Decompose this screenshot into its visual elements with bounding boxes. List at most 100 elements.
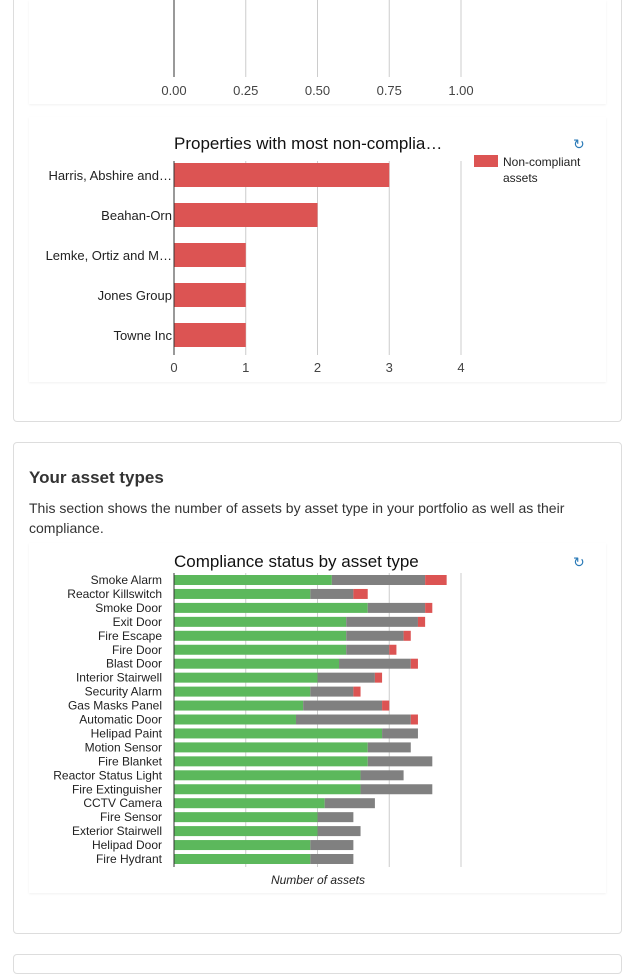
bar-segment — [346, 630, 404, 641]
x-tick-label: 0.00 — [161, 83, 186, 98]
category-label: Helipad Door — [92, 838, 162, 852]
category-label: Fire Hydrant — [96, 852, 163, 866]
category-label: Blast Door — [106, 657, 162, 671]
x-tick-label: 0 — [170, 360, 177, 375]
bar-segment — [174, 798, 325, 809]
section-title: Your asset types — [29, 468, 164, 487]
bar-segment — [174, 812, 318, 823]
bar-segment — [367, 756, 433, 767]
x-tick-label: 1 — [242, 360, 249, 375]
bar-segment — [174, 575, 332, 585]
bar-segment — [174, 700, 304, 711]
bar-segment — [174, 770, 361, 781]
bar-segment — [174, 644, 347, 655]
bar-segment — [360, 784, 433, 795]
properties-noncompliance-chart: 0 1 2 3 4 Properties with most non-complia…Ha… — [46, 134, 465, 375]
bar-segment — [295, 714, 411, 725]
chart-title: Compliance status by asset type — [174, 552, 419, 571]
category-label: Fire Blanket — [98, 754, 163, 768]
bar-segment — [382, 728, 418, 739]
bar-segment — [324, 798, 375, 809]
category-label: Fire Sensor — [100, 810, 162, 824]
chart-title: Properties with most non-complia… — [174, 134, 442, 153]
category-label: Fire Door — [112, 643, 162, 657]
category-label: Smoke Alarm — [91, 573, 162, 587]
bar-segment — [310, 840, 354, 851]
bar-segment — [303, 700, 383, 711]
bar-segment — [174, 728, 383, 739]
category-label: Reactor Killswitch — [67, 587, 162, 601]
bar-segment — [317, 812, 354, 823]
bar-segment — [174, 714, 296, 725]
next-panel — [13, 954, 622, 974]
bar-segment — [174, 630, 347, 641]
bar-segment — [360, 770, 404, 781]
refresh-icon[interactable]: ↻ — [573, 554, 585, 570]
bar-segment — [389, 644, 397, 655]
bar-segment — [310, 588, 354, 599]
bar-segment — [174, 742, 368, 753]
category-label: Gas Masks Panel — [68, 699, 162, 713]
bar-segment — [174, 588, 311, 599]
category-label: Exit Door — [113, 615, 162, 629]
bar-segment — [174, 602, 368, 613]
category-label: Helipad Paint — [91, 726, 163, 740]
category-label: Smoke Door — [95, 601, 162, 615]
top-chart: 0.00 0.25 0.50 0.75 1.00 — [161, 0, 474, 98]
category-label: Fire Extinguisher — [72, 782, 162, 796]
bar-segment — [310, 854, 354, 864]
bar — [174, 163, 390, 187]
legend-swatch-non-compliant — [474, 155, 498, 167]
category-label: Interior Stairwell — [76, 671, 162, 685]
bar-segment — [174, 826, 318, 837]
legend-label-non-compliant: Non-compliant assets — [503, 155, 581, 185]
bar-segment — [374, 672, 383, 683]
bar — [174, 323, 246, 347]
bar-segment — [425, 602, 433, 613]
section-description: This section shows the number of assets … — [29, 500, 565, 536]
x-tick-label: 3 — [386, 360, 393, 375]
bar-segment — [317, 826, 361, 837]
bar — [174, 283, 246, 307]
bar-segment — [331, 575, 426, 585]
category-label: Beahan-Orn — [101, 208, 172, 223]
category-label: Reactor Status Light — [53, 768, 162, 782]
category-label: Fire Escape — [98, 629, 162, 643]
x-tick-label: 0.25 — [233, 83, 258, 98]
bar-segment — [367, 742, 411, 753]
bar-segment — [353, 686, 361, 697]
bar-segment — [174, 840, 311, 851]
bar-segment — [417, 616, 426, 627]
category-label: Lemke, Ortiz and M… — [46, 248, 172, 263]
x-tick-label: 4 — [457, 360, 464, 375]
x-tick-label: 0.75 — [377, 83, 402, 98]
bar-segment — [403, 630, 411, 641]
x-tick-label: 2 — [314, 360, 321, 375]
category-label: Jones Group — [98, 288, 172, 303]
bar-segment — [174, 784, 361, 795]
bar-segment — [174, 756, 368, 767]
refresh-icon[interactable]: ↻ — [573, 136, 585, 152]
bar-segment — [317, 672, 375, 683]
bar-segment — [174, 686, 311, 697]
category-label: Motion Sensor — [85, 740, 162, 754]
bar-segment — [339, 658, 411, 669]
bar — [174, 203, 318, 227]
bar-segment — [174, 616, 347, 627]
bar — [174, 243, 246, 267]
bar-segment — [174, 854, 311, 864]
category-label: Automatic Door — [79, 713, 162, 727]
bar-segment — [310, 686, 354, 697]
category-label: Exterior Stairwell — [72, 824, 162, 838]
category-label: CCTV Camera — [83, 796, 162, 810]
bar-segment — [410, 658, 418, 669]
category-label: Towne Inc — [113, 328, 172, 343]
bar-segment — [425, 575, 447, 585]
category-label: Security Alarm — [85, 685, 162, 699]
bar-segment — [382, 700, 390, 711]
bar-segment — [174, 658, 340, 669]
x-tick-label: 0.50 — [305, 83, 330, 98]
x-tick-label: 1.00 — [448, 83, 473, 98]
bar-segment — [346, 616, 418, 627]
